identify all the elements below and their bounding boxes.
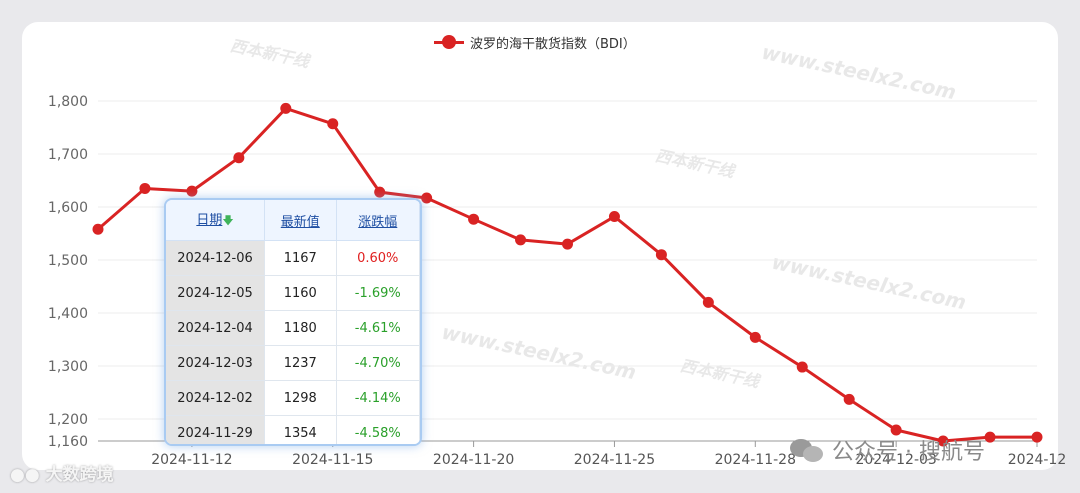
tooltip-date: 2024-11-29: [166, 415, 265, 444]
y-tick-label: 1,600: [48, 200, 88, 216]
tooltip-value: 1354: [264, 415, 337, 444]
tooltip-row: 2024-12-04 1180 -4.61%: [166, 310, 420, 346]
brand-logo-bottom-left: ●● 大数跨境: [10, 465, 114, 485]
tooltip-date: 2024-12-03: [166, 345, 265, 381]
y-tick-label: 1,800: [48, 94, 88, 110]
tooltip-value: 1167: [264, 240, 337, 276]
data-point: [562, 238, 573, 250]
x-tick-label: 2024-11-28: [715, 452, 796, 468]
legend-label: 波罗的海干散货指数（BDI）: [470, 36, 636, 52]
header-change[interactable]: 涨跌幅: [336, 200, 420, 241]
y-tick-label: 1,500: [48, 253, 88, 269]
data-tooltip-table: 日期🡇 最新值 涨跌幅 2024-12-06 1167 0.60% 2024-12-0…: [164, 198, 422, 446]
x-tick-label: 2024-11-12: [151, 452, 232, 468]
tooltip-change: -4.61%: [336, 310, 420, 346]
data-point: [890, 424, 902, 436]
data-point: [327, 118, 339, 130]
tooltip-date: 2024-12-06: [166, 240, 265, 276]
y-tick-label: 1,160: [48, 434, 88, 450]
data-point: [280, 102, 292, 114]
data-point: [984, 431, 996, 443]
tooltip-change: -4.70%: [336, 345, 420, 381]
tooltip-row: 2024-12-03 1237 -4.70%: [166, 345, 420, 381]
tooltip-row: 2024-12-05 1160 -1.69%: [166, 275, 420, 311]
tooltip-change: -1.69%: [336, 275, 420, 311]
data-point: [796, 361, 808, 373]
x-tick-label: 2024-12: [1008, 452, 1067, 468]
data-point: [1031, 431, 1043, 443]
y-tick-label: 1,400: [48, 306, 88, 322]
data-point: [421, 192, 433, 204]
header-date[interactable]: 日期🡇: [166, 200, 265, 241]
header-latest-value[interactable]: 最新值: [264, 200, 337, 241]
y-tick-label: 1,200: [48, 412, 88, 428]
y-tick-label: 1,300: [48, 359, 88, 375]
data-point: [233, 152, 245, 164]
data-point: [655, 249, 667, 261]
chart-legend[interactable]: 波罗的海干散货指数（BDI）: [434, 31, 636, 53]
tooltip-change: -4.58%: [336, 415, 420, 444]
tooltip-row: 2024-11-29 1354 -4.58%: [166, 415, 420, 444]
data-point: [139, 182, 151, 194]
x-tick-label: 2024-11-15: [292, 452, 373, 468]
tooltip-change: -4.14%: [336, 380, 420, 416]
data-point: [937, 435, 949, 447]
tooltip-date: 2024-12-05: [166, 275, 265, 311]
data-point: [468, 213, 480, 225]
tooltip-row: 2024-12-02 1298 -4.14%: [166, 380, 420, 416]
wechat-icon: [790, 437, 824, 463]
x-tick-label: 2024-11-20: [433, 452, 514, 468]
sort-down-arrow-icon[interactable]: 🡇: [222, 214, 234, 227]
data-point: [186, 185, 198, 197]
data-point: [92, 223, 104, 235]
tooltip-date: 2024-12-02: [166, 380, 265, 416]
y-tick-label: 1,700: [48, 147, 88, 163]
data-point: [608, 211, 620, 223]
tooltip-value: 1180: [264, 310, 337, 346]
tooltip-date: 2024-12-04: [166, 310, 265, 346]
tooltip-value: 1298: [264, 380, 337, 416]
data-point: [749, 331, 761, 343]
x-tick-label: 2024-12-03: [855, 452, 936, 468]
tooltip-row: 2024-12-06 1167 0.60%: [166, 240, 420, 276]
data-point: [843, 393, 855, 405]
tooltip-change: 0.60%: [336, 240, 420, 276]
brand-logo-bottom-right: 公众号 · 搜航号: [790, 434, 985, 466]
tooltip-value: 1160: [264, 275, 337, 311]
x-tick-label: 2024-11-25: [574, 452, 655, 468]
data-point: [374, 186, 386, 198]
tooltip-value: 1237: [264, 345, 337, 381]
legend-swatch: [434, 35, 464, 49]
data-point: [515, 234, 527, 246]
data-point: [702, 296, 714, 308]
